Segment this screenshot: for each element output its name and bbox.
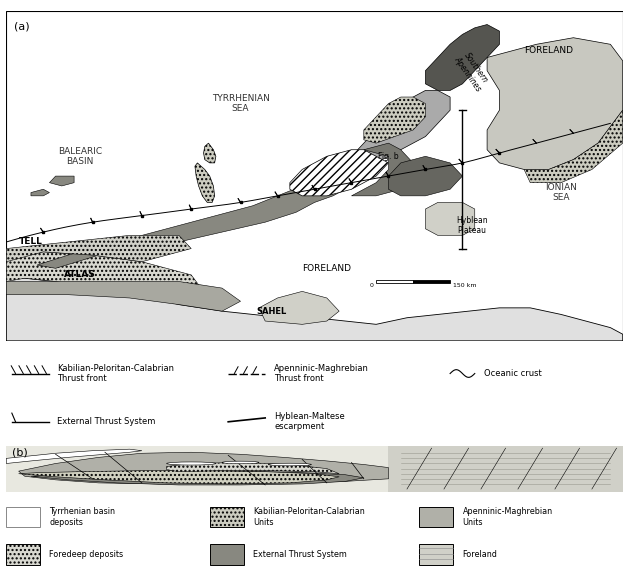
Text: 150 km: 150 km xyxy=(454,283,477,289)
Text: Hyblean
Plateau: Hyblean Plateau xyxy=(456,216,487,235)
Polygon shape xyxy=(487,37,623,169)
Polygon shape xyxy=(19,452,389,484)
Polygon shape xyxy=(19,471,339,484)
Text: Southern
Apennines: Southern Apennines xyxy=(452,48,491,93)
Polygon shape xyxy=(425,202,475,235)
Text: External Thrust System: External Thrust System xyxy=(253,550,347,559)
Text: Foreland: Foreland xyxy=(462,550,498,559)
Polygon shape xyxy=(339,90,450,169)
Ellipse shape xyxy=(269,463,311,466)
Polygon shape xyxy=(376,280,413,283)
Polygon shape xyxy=(6,252,204,301)
Bar xyxy=(6,544,40,565)
Text: TYRRHENIAN
SEA: TYRRHENIAN SEA xyxy=(211,94,269,113)
Bar xyxy=(209,507,243,527)
Bar xyxy=(6,507,40,527)
Polygon shape xyxy=(6,275,623,341)
Text: FORELAND: FORELAND xyxy=(524,47,573,56)
Text: Kabilian-Peloritan-Calabrian
Thrust front: Kabilian-Peloritan-Calabrian Thrust fron… xyxy=(57,364,174,383)
Bar xyxy=(209,544,243,565)
Text: SAHEL: SAHEL xyxy=(256,307,286,316)
Polygon shape xyxy=(6,449,142,463)
Bar xyxy=(420,507,454,527)
Text: Foredeep deposits: Foredeep deposits xyxy=(50,550,123,559)
Ellipse shape xyxy=(167,462,216,465)
Polygon shape xyxy=(389,445,623,491)
Polygon shape xyxy=(389,156,462,196)
Polygon shape xyxy=(6,235,191,262)
Text: (a): (a) xyxy=(14,21,30,31)
Text: Oceanic crust: Oceanic crust xyxy=(484,369,542,378)
Text: TELL: TELL xyxy=(19,237,43,247)
Polygon shape xyxy=(6,445,623,491)
Text: External Thrust System: External Thrust System xyxy=(57,417,155,427)
Text: Tyrrhenian basin
deposits: Tyrrhenian basin deposits xyxy=(50,507,116,527)
Text: Apenninic-Maghrebian
Thrust front: Apenninic-Maghrebian Thrust front xyxy=(274,364,369,383)
Text: (b): (b) xyxy=(13,447,28,457)
Polygon shape xyxy=(6,11,623,341)
Ellipse shape xyxy=(222,461,259,463)
Text: FORELAND: FORELAND xyxy=(303,264,352,273)
Polygon shape xyxy=(290,150,389,196)
Text: Kabilian-Peloritan-Calabrian
Units: Kabilian-Peloritan-Calabrian Units xyxy=(253,507,365,527)
Text: Apenninic-Maghrebian
Units: Apenninic-Maghrebian Units xyxy=(462,507,552,527)
Polygon shape xyxy=(195,163,214,202)
Polygon shape xyxy=(50,176,74,186)
Polygon shape xyxy=(352,143,413,196)
Text: ATLAS: ATLAS xyxy=(64,270,96,279)
Polygon shape xyxy=(31,471,364,485)
Text: 0: 0 xyxy=(369,283,373,289)
Polygon shape xyxy=(425,24,499,90)
Text: Hyblean-Maltese
escarpment: Hyblean-Maltese escarpment xyxy=(274,412,345,432)
Polygon shape xyxy=(6,282,240,311)
Polygon shape xyxy=(364,97,425,143)
Polygon shape xyxy=(31,189,50,196)
Polygon shape xyxy=(204,143,216,163)
Bar xyxy=(420,544,454,565)
Polygon shape xyxy=(259,291,339,324)
Polygon shape xyxy=(524,110,623,183)
Text: BALEARIC
BASIN: BALEARIC BASIN xyxy=(58,147,103,166)
Polygon shape xyxy=(413,280,450,283)
Text: IONIAN
SEA: IONIAN SEA xyxy=(545,183,577,202)
Polygon shape xyxy=(167,462,339,474)
Polygon shape xyxy=(37,183,345,268)
Text: Fig. b: Fig. b xyxy=(378,152,399,161)
